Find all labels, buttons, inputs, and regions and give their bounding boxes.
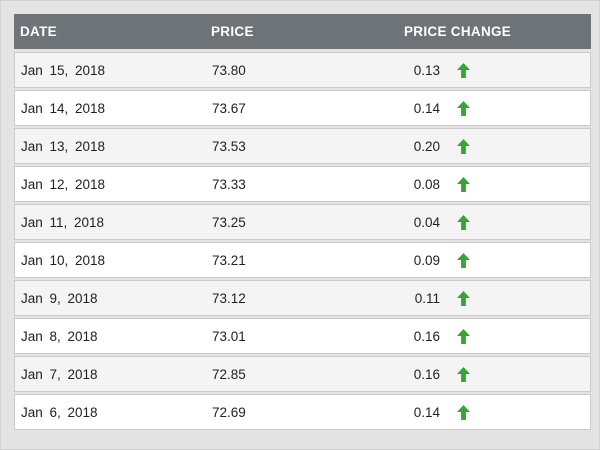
up-arrow-icon	[457, 176, 470, 192]
price-change-direction-cell	[440, 366, 590, 382]
table-row: Jan 6, 2018 72.69 0.14	[14, 394, 591, 430]
price-cell: 73.33	[212, 176, 246, 192]
date-cell: Jan 9, 2018	[21, 290, 98, 306]
up-arrow-icon	[457, 214, 470, 230]
date-cell: Jan 10, 2018	[21, 252, 106, 268]
price-cell: 73.12	[212, 290, 246, 306]
up-arrow-icon	[457, 62, 470, 78]
price-change-direction-cell	[440, 138, 590, 154]
up-arrow-icon	[457, 138, 470, 154]
up-arrow-icon	[457, 290, 470, 306]
price-change-direction-cell	[440, 290, 590, 306]
up-arrow-icon	[457, 366, 470, 382]
table-row: Jan 15, 2018 73.80 0.13	[14, 52, 591, 88]
table-row: Jan 10, 2018 73.21 0.09	[14, 242, 591, 278]
up-arrow-icon	[457, 328, 470, 344]
price-change-direction-cell	[440, 404, 590, 420]
price-cell: 73.01	[212, 328, 246, 344]
column-header-price: PRICE	[211, 24, 254, 39]
price-change-direction-cell	[440, 252, 590, 268]
price-change-direction-cell	[440, 214, 590, 230]
price-cell: 73.80	[212, 62, 246, 78]
date-cell: Jan 13, 2018	[21, 138, 106, 154]
date-cell: Jan 7, 2018	[21, 366, 98, 382]
date-cell: Jan 8, 2018	[21, 328, 98, 344]
up-arrow-icon	[457, 100, 470, 116]
price-change-cell: 0.04	[413, 214, 440, 230]
date-cell: Jan 14, 2018	[21, 100, 106, 116]
price-change-cell: 0.20	[413, 138, 440, 154]
table-row: Jan 9, 2018 73.12 0.11	[14, 280, 591, 316]
price-cell: 73.25	[212, 214, 246, 230]
price-change-cell: 0.16	[413, 328, 440, 344]
table-row: Jan 8, 2018 73.01 0.16	[14, 318, 591, 354]
price-history-table: DATE PRICE PRICE CHANGE Jan 15, 2018 73.…	[14, 14, 591, 432]
price-cell: 72.85	[212, 366, 246, 382]
price-change-cell: 0.11	[414, 290, 440, 306]
up-arrow-icon	[457, 404, 470, 420]
date-cell: Jan 11, 2018	[21, 214, 105, 230]
price-change-direction-cell	[440, 100, 590, 116]
table-row: Jan 11, 2018 73.25 0.04	[14, 204, 591, 240]
table-row: Jan 7, 2018 72.85 0.16	[14, 356, 591, 392]
table-row: Jan 12, 2018 73.33 0.08	[14, 166, 591, 202]
price-change-cell: 0.09	[413, 252, 440, 268]
price-change-cell: 0.08	[413, 176, 440, 192]
up-arrow-icon	[457, 252, 470, 268]
price-change-direction-cell	[440, 62, 590, 78]
table-row: Jan 14, 2018 73.67 0.14	[14, 90, 591, 126]
price-cell: 73.67	[212, 100, 246, 116]
date-cell: Jan 6, 2018	[21, 404, 98, 420]
price-change-cell: 0.13	[413, 62, 440, 78]
price-cell: 72.69	[212, 404, 246, 420]
column-header-date: DATE	[20, 24, 57, 39]
column-header-price-change: PRICE CHANGE	[404, 24, 512, 39]
price-cell: 73.21	[212, 252, 246, 268]
table-body: Jan 15, 2018 73.80 0.13 Jan 14, 2018 73.…	[14, 52, 591, 430]
table-header-row: DATE PRICE PRICE CHANGE	[14, 14, 591, 49]
date-cell: Jan 15, 2018	[21, 62, 106, 78]
price-change-cell: 0.16	[413, 366, 440, 382]
price-cell: 73.53	[212, 138, 246, 154]
price-change-cell: 0.14	[413, 100, 440, 116]
date-cell: Jan 12, 2018	[21, 176, 106, 192]
price-change-direction-cell	[440, 176, 590, 192]
price-change-direction-cell	[440, 328, 590, 344]
table-row: Jan 13, 2018 73.53 0.20	[14, 128, 591, 164]
price-change-cell: 0.14	[413, 404, 440, 420]
